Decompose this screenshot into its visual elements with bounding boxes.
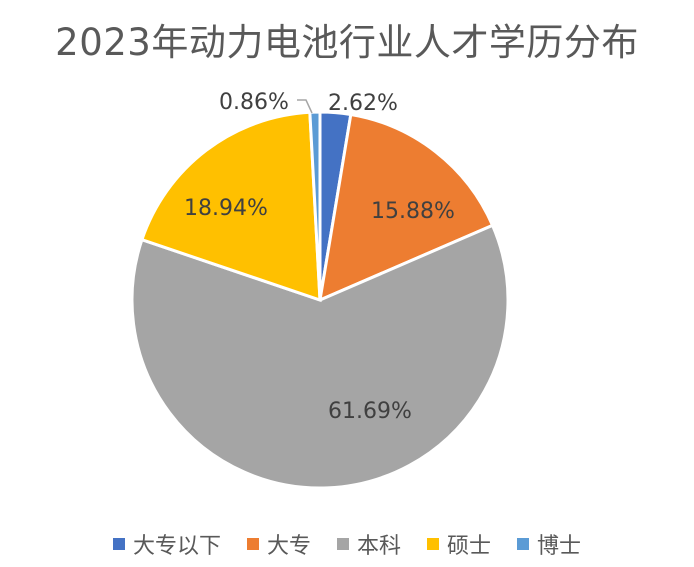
legend-label: 硕士: [447, 534, 492, 559]
leader-line: [297, 99, 313, 114]
legend-item-3: 本科: [336, 528, 401, 560]
legend-label: 大专以下: [132, 534, 221, 559]
data-label-1: 2.62%: [328, 91, 398, 116]
legend-swatch: [246, 538, 259, 550]
data-label-5: 0.86%: [219, 90, 289, 115]
legend-item-1: 大专以下: [112, 528, 221, 560]
legend-swatch: [517, 538, 530, 550]
legend-swatch: [427, 538, 439, 550]
chart-title: 2023年动力电池行业人才学历分布: [55, 21, 639, 64]
pie-slice-3: [130, 223, 510, 490]
legend-item-5: 博士: [517, 528, 581, 560]
legend-label: 博士: [537, 534, 582, 559]
legend-item-4: 硕士: [427, 528, 491, 560]
legend-item-2: 大专: [246, 528, 311, 560]
legend-label: 大专: [266, 534, 311, 559]
legend: 大专以下 大专 本科 硕士 博士: [0, 528, 694, 560]
legend-swatch: [336, 538, 349, 550]
pie-slice-5: [308, 110, 322, 301]
pie-slice-2: [318, 112, 495, 303]
legend-swatch: [112, 538, 125, 550]
legend-label: 本科: [356, 534, 401, 559]
data-label-2: 15.88%: [371, 199, 455, 224]
pie-chart: 2.62% 15.88% 61.69% 18.94% 0.86%: [130, 90, 510, 490]
pie-slice-4: [140, 110, 322, 303]
data-label-3: 61.69%: [328, 399, 412, 424]
data-label-4: 18.94%: [184, 196, 268, 221]
